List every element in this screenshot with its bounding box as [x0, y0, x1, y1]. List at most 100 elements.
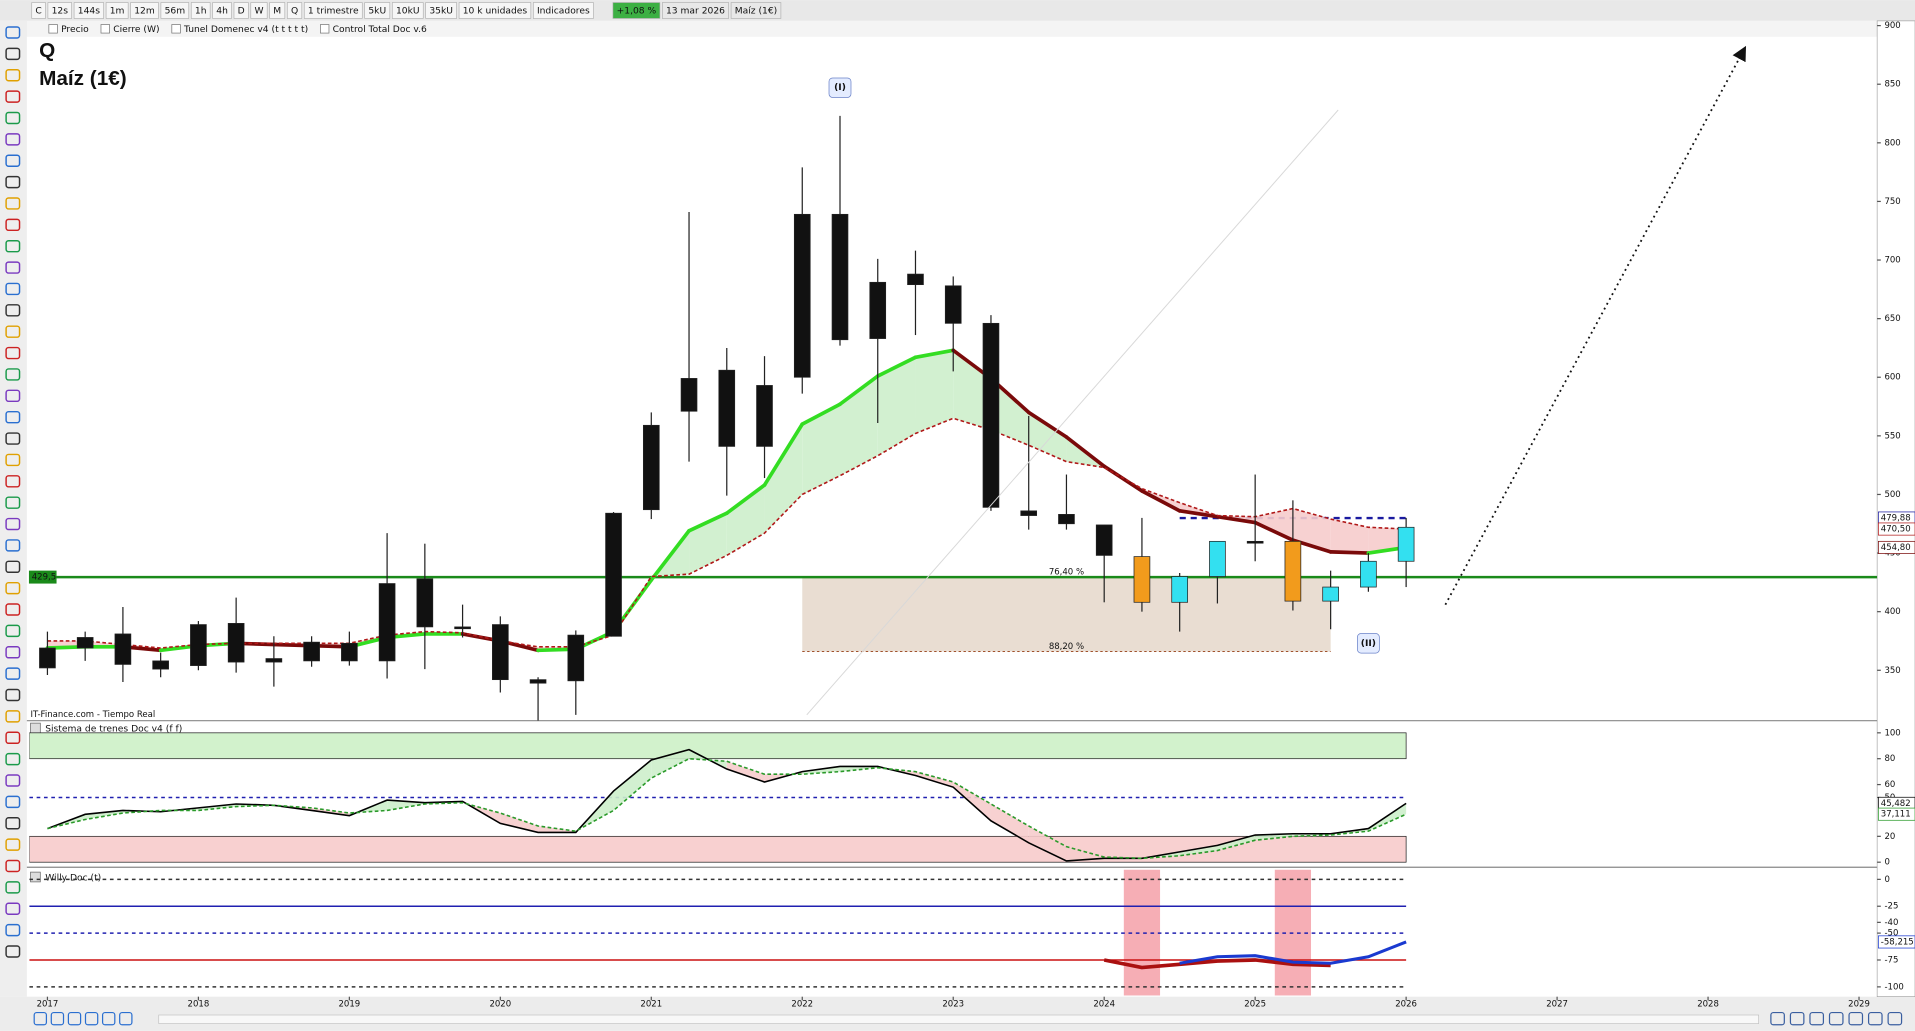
- toolbar-button[interactable]: 56m: [165, 7, 186, 17]
- bottom-tool[interactable]: [101, 1011, 116, 1026]
- toolbar-button[interactable]: C: [35, 7, 41, 17]
- toolbar-button-box[interactable]: [364, 2, 391, 19]
- legend-toggle[interactable]: [320, 24, 330, 34]
- tool-icon[interactable]: [5, 752, 21, 766]
- panel-close[interactable]: [30, 722, 41, 734]
- bottom-tool[interactable]: [50, 1011, 65, 1026]
- scroll-track[interactable]: [158, 1014, 1759, 1024]
- toolbar-button[interactable]: Q: [291, 7, 298, 17]
- toolbar-button-box[interactable]: [391, 2, 424, 19]
- tool-icon[interactable]: [5, 432, 21, 445]
- tool-icon[interactable]: [5, 261, 21, 274]
- tool-icon[interactable]: [5, 239, 21, 253]
- tool-icon[interactable]: [5, 304, 21, 317]
- instrument-name-box[interactable]: [730, 2, 782, 19]
- toolbar-button[interactable]: Indicadores: [537, 7, 590, 17]
- tool-icon[interactable]: [5, 774, 21, 787]
- indicator-label[interactable]: Tunel Domenec v4 (t t t t t): [183, 25, 308, 35]
- toolbar-button-box[interactable]: [303, 2, 363, 19]
- tool-icon[interactable]: [5, 68, 21, 82]
- legend-toggle[interactable]: [48, 24, 58, 34]
- tool-icon[interactable]: [5, 133, 21, 146]
- legend-toggle[interactable]: [100, 24, 110, 34]
- toolbar-button[interactable]: D: [238, 7, 245, 17]
- tool-icon[interactable]: [5, 560, 21, 574]
- tool-icon[interactable]: [5, 453, 21, 467]
- tool-icon[interactable]: [5, 817, 21, 830]
- indicator-label[interactable]: Control Total Doc v.6: [333, 25, 427, 35]
- tool-icon[interactable]: [5, 710, 21, 723]
- tool-icon[interactable]: [5, 346, 21, 360]
- zoom-control[interactable]: [1887, 1011, 1903, 1026]
- toolbar-button[interactable]: 10kU: [396, 7, 420, 17]
- toolbar-button-box[interactable]: [425, 2, 457, 19]
- indicator-label[interactable]: Cierre (W): [113, 25, 159, 35]
- tool-icon[interactable]: [5, 389, 21, 403]
- toolbar-button-box[interactable]: [250, 2, 268, 19]
- price-change[interactable]: +1,08 %: [617, 7, 657, 17]
- toolbar-button-box[interactable]: [212, 2, 232, 19]
- indicator-label[interactable]: Precio: [61, 25, 89, 35]
- toolbar-button-box[interactable]: [286, 2, 303, 19]
- zoom-control[interactable]: [1828, 1011, 1844, 1026]
- tool-icon[interactable]: [5, 475, 21, 488]
- tool-icon[interactable]: [5, 945, 21, 958]
- tool-icon[interactable]: [5, 646, 21, 659]
- panel-close[interactable]: [30, 871, 41, 883]
- tool-icon[interactable]: [5, 859, 21, 873]
- tool-icon[interactable]: [5, 111, 21, 125]
- tool-icon[interactable]: [5, 603, 21, 616]
- toolbar-button-box[interactable]: [130, 2, 159, 19]
- toolbar-button-box[interactable]: [105, 2, 129, 19]
- tool-icon[interactable]: [5, 731, 21, 745]
- toolbar-button-box[interactable]: [47, 2, 72, 19]
- tool-icon[interactable]: [5, 175, 21, 189]
- tool-icon[interactable]: [5, 902, 21, 915]
- tool-icon[interactable]: [5, 838, 21, 851]
- toolbar-button-box[interactable]: [269, 2, 286, 19]
- tool-icon[interactable]: [5, 795, 21, 809]
- toolbar-button-box[interactable]: [458, 2, 532, 19]
- toolbar-button[interactable]: 1m: [110, 7, 125, 17]
- tool-icon[interactable]: [5, 218, 21, 232]
- zoom-control[interactable]: [1809, 1011, 1825, 1026]
- tool-icon[interactable]: [5, 154, 21, 167]
- toolbar-button[interactable]: 10 k unidades: [463, 7, 528, 17]
- tool-icon[interactable]: [5, 539, 21, 552]
- zoom-control[interactable]: [1867, 1011, 1883, 1026]
- bottom-tool[interactable]: [33, 1011, 48, 1026]
- tool-icon[interactable]: [5, 368, 21, 381]
- tool-icon[interactable]: [5, 26, 21, 39]
- toolbar-button[interactable]: 144s: [78, 7, 100, 17]
- toolbar-button[interactable]: 12s: [52, 7, 69, 17]
- toolbar-button[interactable]: M: [273, 7, 281, 17]
- tool-icon[interactable]: [5, 881, 21, 894]
- toolbar-button-box[interactable]: [233, 2, 249, 19]
- toolbar-button-box[interactable]: [190, 2, 211, 19]
- instrument-name[interactable]: Maíz (1€): [735, 7, 778, 17]
- toolbar-button[interactable]: W: [254, 7, 263, 17]
- zoom-control[interactable]: [1770, 1011, 1785, 1026]
- zoom-control[interactable]: [1848, 1011, 1864, 1026]
- tool-icon[interactable]: [5, 410, 21, 424]
- quote-date-box[interactable]: [662, 2, 729, 19]
- tool-icon[interactable]: [5, 517, 21, 531]
- toolbar-button[interactable]: 1h: [195, 7, 207, 17]
- tool-icon[interactable]: [5, 47, 21, 61]
- bottom-tool[interactable]: [84, 1011, 99, 1026]
- tool-icon[interactable]: [5, 282, 21, 296]
- tool-icon[interactable]: [5, 325, 21, 338]
- zoom-control[interactable]: [1789, 1011, 1805, 1026]
- quote-date[interactable]: 13 mar 2026: [666, 7, 725, 17]
- toolbar-button[interactable]: 12m: [134, 7, 155, 17]
- toolbar-button-box[interactable]: [532, 2, 594, 19]
- toolbar-button[interactable]: 4h: [216, 7, 228, 17]
- tool-icon[interactable]: [5, 581, 21, 595]
- bottom-tool[interactable]: [67, 1011, 82, 1026]
- bottom-tool[interactable]: [119, 1011, 133, 1026]
- toolbar-button-box[interactable]: [73, 2, 104, 19]
- toolbar-button-box[interactable]: [160, 2, 190, 19]
- tool-icon[interactable]: [5, 624, 21, 638]
- tool-icon[interactable]: [5, 667, 21, 680]
- tool-icon[interactable]: [5, 688, 21, 702]
